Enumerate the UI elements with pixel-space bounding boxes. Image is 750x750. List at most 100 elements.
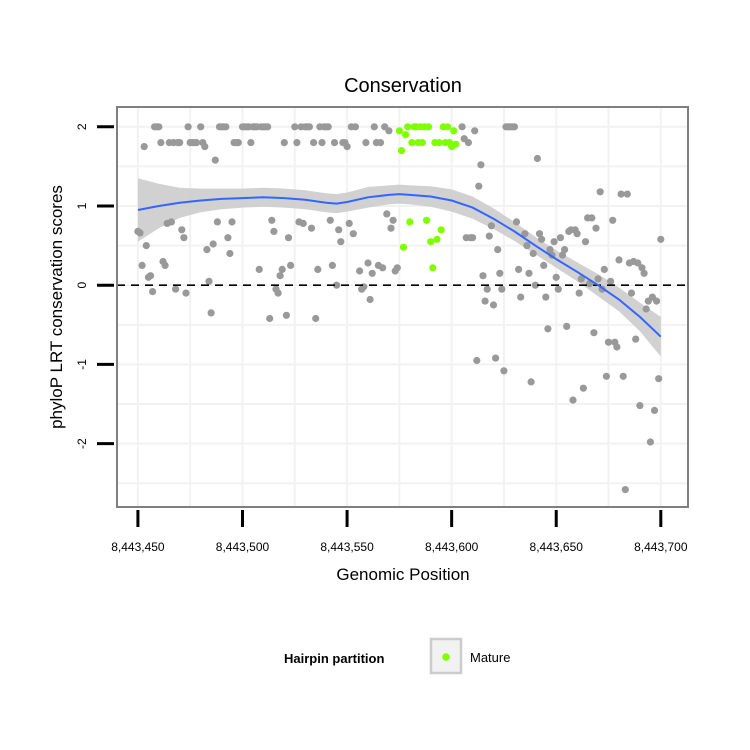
point-other bbox=[655, 375, 663, 383]
point-other bbox=[222, 123, 230, 131]
point-other bbox=[192, 139, 201, 147]
point-other bbox=[558, 251, 567, 259]
point-other bbox=[632, 335, 640, 343]
point-other bbox=[458, 123, 466, 131]
point-other bbox=[328, 261, 336, 269]
point-mature bbox=[435, 139, 443, 147]
point-other bbox=[172, 285, 180, 293]
point-other bbox=[496, 269, 504, 277]
point-other bbox=[540, 261, 548, 269]
plot-panel bbox=[116, 106, 689, 508]
point-other bbox=[642, 305, 650, 313]
point-mature bbox=[397, 147, 406, 155]
point-mature bbox=[418, 139, 426, 147]
point-other bbox=[577, 275, 585, 283]
point-other bbox=[498, 285, 506, 293]
point-other bbox=[182, 289, 190, 297]
point-mature bbox=[395, 127, 403, 135]
x-tick-label: 8,443,700 bbox=[634, 540, 688, 554]
point-other bbox=[515, 265, 523, 273]
point-other bbox=[613, 343, 621, 351]
point-other bbox=[305, 123, 313, 131]
point-other bbox=[211, 156, 219, 164]
smooth-trend-line bbox=[137, 193, 662, 338]
gridlines bbox=[117, 107, 688, 507]
point-other bbox=[333, 281, 341, 289]
point-other bbox=[360, 283, 368, 291]
point-other bbox=[310, 139, 318, 147]
y-tick-label: 2 bbox=[75, 123, 89, 130]
point-other bbox=[140, 143, 148, 151]
point-other bbox=[176, 139, 184, 147]
x-tick-label: 8,443,650 bbox=[530, 540, 584, 554]
point-other bbox=[282, 311, 290, 319]
point-other bbox=[278, 265, 286, 273]
point-other bbox=[561, 246, 569, 254]
point-other bbox=[471, 127, 479, 135]
point-other bbox=[542, 293, 550, 301]
point-other bbox=[544, 325, 552, 333]
point-other bbox=[627, 289, 636, 297]
point-other bbox=[234, 139, 242, 147]
point-other bbox=[588, 214, 596, 222]
point-other bbox=[264, 123, 272, 131]
y-axis-title: phyloP LRT conservation scores bbox=[47, 185, 66, 429]
point-other bbox=[529, 249, 537, 258]
x-tick-label: 8,443,600 bbox=[425, 540, 479, 554]
point-other bbox=[276, 272, 284, 280]
point-other bbox=[385, 127, 393, 135]
point-other bbox=[274, 289, 282, 297]
point-other bbox=[569, 396, 577, 404]
point-other bbox=[535, 230, 544, 238]
point-other bbox=[469, 234, 477, 242]
point-other bbox=[487, 222, 495, 230]
chart-title: Conservation bbox=[344, 75, 462, 97]
panel-background bbox=[117, 107, 688, 507]
point-mature bbox=[406, 218, 414, 226]
point-other bbox=[280, 139, 288, 147]
point-other bbox=[485, 232, 493, 240]
point-other bbox=[376, 139, 385, 147]
point-other bbox=[619, 372, 627, 380]
point-other bbox=[636, 402, 644, 410]
point-other bbox=[330, 139, 339, 147]
y-tick-label: 0 bbox=[75, 282, 89, 289]
point-mature bbox=[452, 140, 460, 148]
point-other bbox=[356, 267, 364, 275]
point-other bbox=[554, 285, 562, 293]
point-other bbox=[615, 256, 623, 264]
point-other bbox=[226, 249, 234, 258]
legend-title: Hairpin partition bbox=[284, 651, 384, 666]
point-other bbox=[326, 216, 334, 224]
point-other bbox=[268, 216, 276, 224]
point-other bbox=[477, 161, 485, 169]
point-other bbox=[284, 234, 293, 242]
point-mature bbox=[399, 243, 408, 251]
point-other bbox=[464, 139, 472, 147]
point-other bbox=[594, 275, 602, 283]
y-tick-label: -1 bbox=[75, 359, 89, 370]
point-other bbox=[138, 261, 146, 269]
point-mature bbox=[427, 238, 435, 246]
point-other bbox=[349, 230, 357, 238]
point-other bbox=[318, 139, 326, 147]
point-other bbox=[307, 224, 316, 232]
point-other bbox=[475, 182, 483, 190]
point-other bbox=[646, 438, 655, 446]
point-mature bbox=[429, 264, 437, 272]
point-other bbox=[621, 486, 629, 494]
point-other bbox=[345, 219, 353, 227]
point-other bbox=[337, 238, 345, 246]
point-other bbox=[533, 154, 542, 163]
point-other bbox=[563, 322, 571, 330]
point-other bbox=[287, 261, 295, 269]
point-other bbox=[270, 227, 278, 235]
point-other bbox=[201, 143, 209, 151]
point-other bbox=[552, 273, 560, 281]
point-other bbox=[149, 288, 157, 296]
point-other bbox=[556, 234, 565, 242]
point-other bbox=[247, 139, 255, 147]
point-other bbox=[604, 338, 613, 346]
legend-key-mature bbox=[442, 653, 450, 661]
point-other bbox=[205, 277, 213, 285]
